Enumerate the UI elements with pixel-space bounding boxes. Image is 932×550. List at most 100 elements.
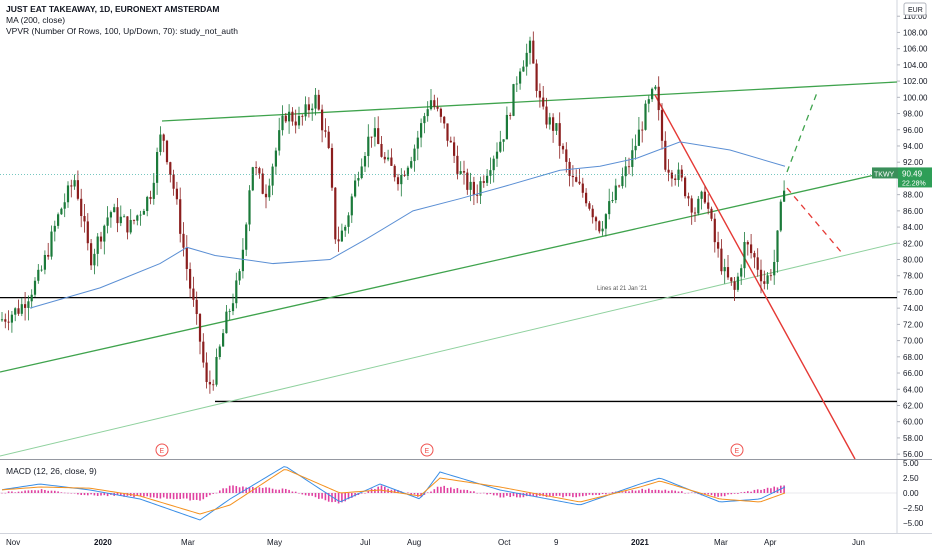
candle-down: [390, 157, 393, 166]
candle-up: [400, 175, 403, 185]
macd-histogram-bar: [169, 493, 172, 499]
candle-down: [542, 97, 545, 107]
candle-up: [373, 128, 376, 137]
macd-histogram-bar: [565, 493, 568, 497]
macd-histogram-bar: [337, 493, 340, 504]
candle-down: [24, 304, 27, 308]
candle-down: [185, 247, 188, 269]
macd-histogram-bar: [179, 493, 181, 499]
macd-indicator-label[interactable]: MACD (12, 26, close, 9): [6, 466, 97, 476]
macd-y-tick-label: −2.50: [903, 504, 924, 513]
macd-histogram-bar: [149, 493, 152, 498]
candle-down: [759, 269, 763, 282]
macd-histogram-bar: [255, 488, 257, 493]
macd-histogram-bar: [205, 493, 208, 498]
macd-histogram-bar: [535, 493, 538, 497]
candle-down: [116, 207, 119, 224]
macd-histogram-bar: [17, 491, 20, 493]
macd-histogram-bar: [743, 491, 746, 493]
candle-up: [611, 200, 614, 202]
vpvr-indicator-label[interactable]: VPVR (Number Of Rows, 100, Up/Down, 70):…: [6, 26, 238, 36]
macd-histogram-bar: [681, 491, 683, 493]
macd-histogram-bar: [628, 491, 630, 493]
candle-down: [403, 175, 406, 176]
candle-up: [779, 201, 782, 231]
macd-histogram-bar: [763, 488, 766, 493]
macd-y-tick-label: 0.00: [903, 489, 919, 498]
macd-histogram-bar: [549, 493, 551, 497]
x-tick-label: Apr: [764, 538, 777, 547]
macd-histogram-bar: [166, 493, 168, 499]
macd-histogram-bar: [44, 489, 46, 493]
macd-histogram-bar: [654, 489, 657, 493]
candle-down: [443, 116, 446, 124]
macd-histogram-bar: [773, 486, 775, 493]
y-tick-label: 102.00: [903, 77, 928, 86]
macd-histogram-bar: [413, 493, 416, 495]
x-tick-label: Jun: [852, 538, 865, 547]
ma-indicator-label[interactable]: MA (200, close): [6, 15, 66, 25]
macd-histogram-bar: [245, 487, 247, 493]
candle-up: [387, 157, 390, 160]
macd-histogram-bar: [314, 493, 317, 498]
macd-histogram-bar: [436, 486, 439, 493]
candle-up: [222, 333, 225, 347]
candle-down: [664, 140, 667, 170]
macd-histogram-bar: [120, 493, 122, 496]
macd-histogram-bar: [552, 493, 554, 497]
candle-down: [753, 253, 756, 258]
earnings-event-marker: [155, 443, 169, 457]
candle-up: [113, 207, 116, 213]
macd-histogram-bar: [159, 493, 162, 499]
candle-up: [57, 214, 60, 226]
candle-down: [261, 173, 264, 194]
ticker-tag-bg: [872, 167, 898, 179]
lines-annotation: Lines at 21 Jan '21: [597, 286, 648, 292]
macd-histogram-bar: [268, 487, 271, 493]
candle-up: [123, 216, 126, 218]
candle-down: [47, 254, 50, 257]
candle-up: [608, 201, 611, 215]
candle-down: [202, 341, 205, 363]
candle-up: [723, 267, 726, 272]
macd-histogram-bar: [347, 493, 350, 500]
candle-up: [96, 236, 99, 254]
macd-histogram-bar: [608, 492, 610, 494]
macd-histogram-bar: [671, 490, 673, 493]
candle-up: [251, 167, 254, 191]
candle-down: [334, 187, 337, 240]
candle-up: [311, 108, 314, 111]
candle-up: [60, 208, 63, 215]
macd-histogram-bar: [90, 493, 92, 495]
macd-histogram-bar: [4, 492, 7, 494]
macd-histogram-bar: [106, 493, 109, 497]
macd-histogram-bar: [727, 493, 729, 495]
macd-histogram-bar: [486, 493, 488, 495]
macd-histogram-bar: [601, 493, 604, 495]
candle-up: [459, 171, 462, 174]
candle-down: [208, 382, 211, 385]
macd-histogram-bar: [156, 493, 158, 499]
macd-histogram-bar: [291, 491, 294, 493]
macd-histogram-bar: [707, 493, 709, 495]
ma-200-line: [29, 141, 786, 309]
candle-down: [769, 275, 772, 277]
candle-down: [324, 130, 327, 132]
macd-histogram-bar: [509, 493, 511, 498]
macd-histogram-bar: [717, 493, 719, 497]
macd-histogram-bar: [24, 490, 26, 493]
macd-histogram-bar: [512, 493, 515, 497]
macd-histogram-group: [1, 485, 785, 504]
macd-histogram-bar: [331, 493, 333, 503]
macd-histogram-bar: [327, 493, 330, 502]
candle-up: [0, 319, 4, 321]
macd-histogram-bar: [384, 486, 386, 493]
macd-histogram-bar: [360, 493, 363, 494]
candle-down: [578, 181, 581, 184]
macd-histogram-bar: [737, 493, 739, 494]
macd-histogram-bar: [301, 493, 304, 495]
candle-up: [489, 170, 492, 176]
macd-histogram-bar: [50, 490, 53, 493]
candle-down: [205, 362, 208, 383]
